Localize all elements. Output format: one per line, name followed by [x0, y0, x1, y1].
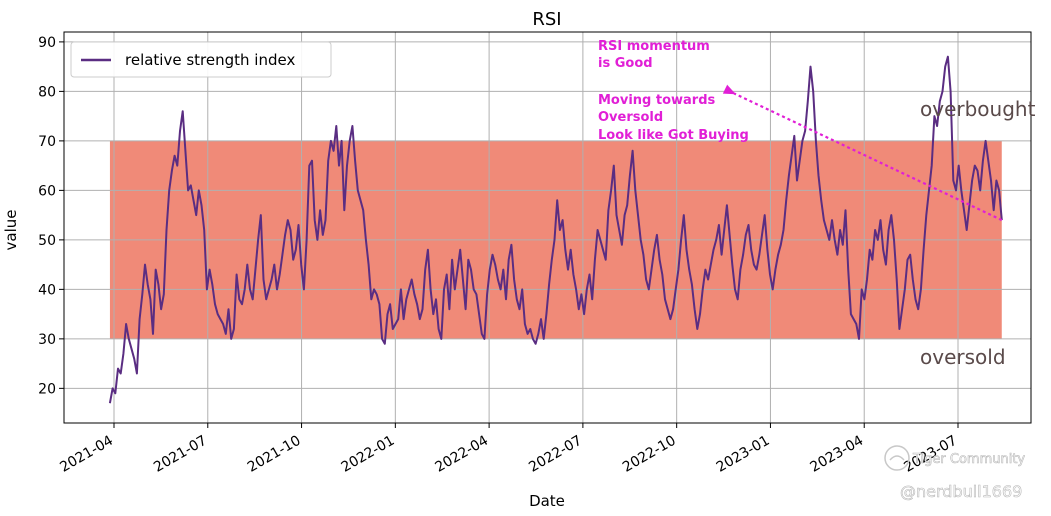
watermark-handle: @nerdbull1669: [900, 482, 1022, 501]
note-line: Look like Got Buying: [598, 128, 749, 143]
x-tick-label: 2022-07: [526, 433, 585, 476]
tiger-logo-icon: [885, 446, 909, 470]
x-tick-label: 2022-10: [620, 433, 679, 476]
x-tick-label: 2023-01: [714, 433, 773, 476]
rsi-chart: RSI 2030405060708090 2021-04 2021-07 2021-…: [0, 0, 1051, 516]
note-line: is Good: [598, 56, 653, 71]
y-axis: 20 30 40 50 60 70 80 90: [38, 35, 64, 397]
note-line: Oversold: [598, 110, 663, 125]
y-tick-label: 90: [38, 35, 56, 51]
y-tick-label: 80: [38, 84, 56, 100]
y-tick-label: 50: [38, 233, 56, 249]
x-tick-label: 2021-04: [57, 433, 116, 476]
x-tick-label: 2021-07: [151, 433, 210, 476]
y-tick-label: 60: [38, 183, 56, 199]
y-tick-label: 30: [38, 332, 56, 348]
oversold-label: oversold: [920, 345, 1006, 369]
x-tick-label: 2022-01: [339, 433, 398, 476]
note-line: RSI momentum: [598, 39, 710, 54]
y-tick-label: 70: [38, 134, 56, 150]
y-tick-label: 20: [38, 381, 56, 397]
x-tick-label: 2021-10: [245, 433, 304, 476]
x-axis: 2021-04 2021-07 2021-10 2022-01 2022-04 2022-…: [57, 423, 960, 476]
tiger-logo-stripe: [890, 456, 904, 460]
watermark: Tiger Community @nerdbull1669: [885, 446, 1025, 501]
legend-entry: relative strength index: [125, 51, 295, 69]
x-axis-title: Date: [529, 492, 565, 510]
note-line: Moving towards: [598, 93, 716, 108]
watermark-community: Tiger Community: [912, 452, 1025, 467]
x-tick-label: 2023-04: [808, 433, 867, 476]
y-axis-title: value: [2, 210, 20, 251]
overbought-label: overbought: [920, 97, 1036, 121]
legend: relative strength index: [71, 42, 331, 77]
chart-title: RSI: [532, 9, 561, 30]
y-tick-label: 40: [38, 282, 56, 298]
x-tick-label: 2022-04: [432, 433, 491, 476]
